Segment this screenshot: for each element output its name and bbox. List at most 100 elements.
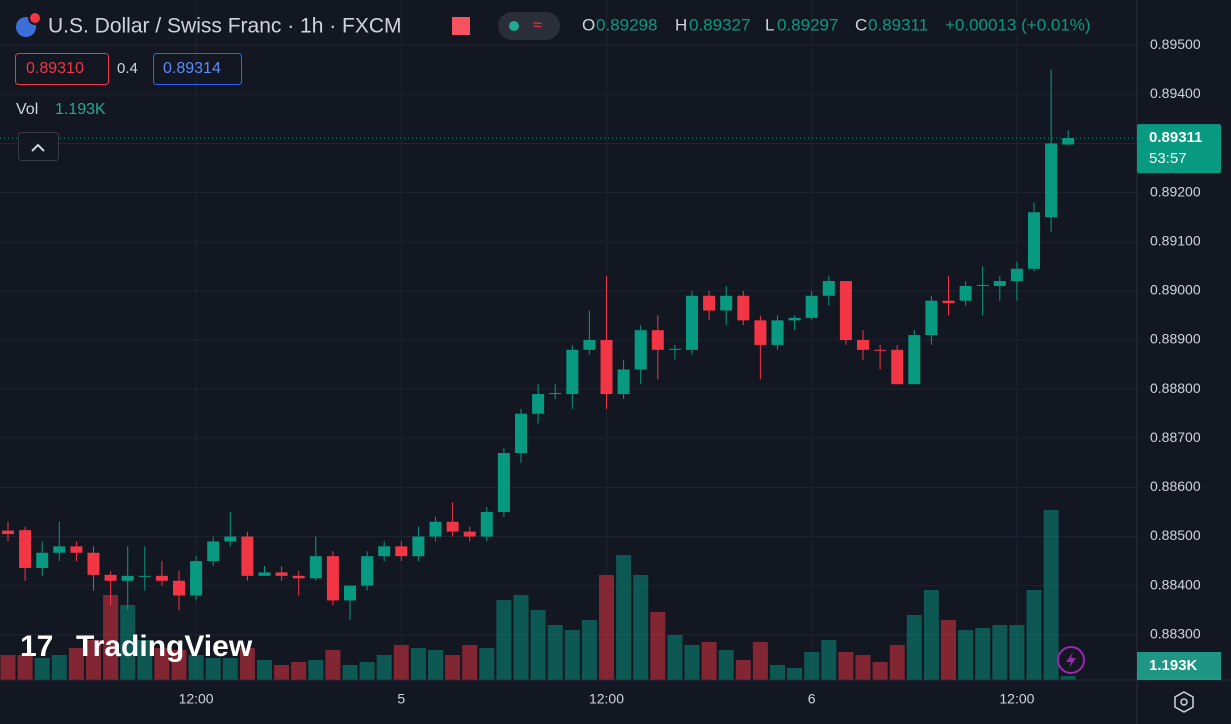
- volume-bar: [923, 590, 939, 680]
- candle-body: [908, 335, 921, 385]
- lightning-icon[interactable]: [1066, 652, 1076, 668]
- status-icon: ≈: [533, 17, 542, 34]
- candle-body: [959, 285, 972, 301]
- ohlc-value: 0.89311: [868, 15, 928, 34]
- y-tick-label: 0.89000: [1150, 282, 1201, 298]
- candle-body: [36, 552, 49, 568]
- candle-body: [480, 511, 493, 537]
- volume-bar: [291, 662, 307, 680]
- candle-body: [925, 300, 938, 336]
- candle-body: [463, 531, 476, 537]
- x-tick-label: 12:00: [999, 691, 1034, 707]
- brand-logo: 17: [20, 630, 53, 663]
- volume-bar: [479, 648, 495, 680]
- candle-body: [1062, 138, 1075, 145]
- volume-bar: [787, 668, 803, 680]
- volume-bar: [188, 655, 204, 680]
- candle-body: [515, 413, 527, 454]
- candle-body: [771, 320, 784, 345]
- candle-body: [275, 572, 288, 576]
- candle-body: [361, 556, 374, 586]
- volume-bar: [1043, 510, 1059, 680]
- lightning-button[interactable]: [1057, 646, 1085, 674]
- candle-body: [566, 349, 579, 395]
- candle-body: [617, 369, 630, 395]
- y-tick-label: 0.88400: [1150, 576, 1201, 592]
- candle-body: [634, 330, 647, 370]
- candle-body: [241, 536, 254, 576]
- status-pill: [498, 12, 560, 40]
- y-tick-label: 0.89500: [1150, 36, 1201, 52]
- y-tick-label: 0.88600: [1150, 478, 1201, 494]
- x-tick-label: 5: [397, 691, 405, 707]
- volume-bar: [171, 650, 187, 680]
- grid: [0, 0, 1137, 680]
- candle-body: [155, 575, 168, 581]
- candle-body: [686, 295, 698, 350]
- volume-bar: [103, 595, 119, 680]
- ohlc-label: H: [675, 15, 687, 34]
- y-tick-label: 0.88300: [1150, 626, 1201, 642]
- volume-bar: [752, 642, 768, 680]
- candle-body: [344, 585, 356, 601]
- bid-box[interactable]: [15, 53, 109, 85]
- settings-icon[interactable]: [1180, 698, 1188, 706]
- collapse-icon[interactable]: [31, 143, 45, 152]
- candle-body: [70, 546, 83, 553]
- bid[interactable]: 0.89310: [26, 60, 84, 77]
- candle-body: [173, 580, 185, 596]
- flag-icon: [452, 17, 470, 35]
- volume-bar: [68, 648, 84, 680]
- volume-bar: [120, 605, 136, 680]
- volume-bar: [513, 595, 529, 680]
- candle-body: [1045, 143, 1058, 218]
- volume-bar: [992, 625, 1008, 680]
- candle-body: [874, 349, 887, 351]
- volume-bar: [257, 660, 272, 680]
- candle-body: [121, 575, 134, 581]
- last-price-badge: [1137, 124, 1221, 174]
- candle-body: [378, 546, 391, 557]
- candle-body: [190, 561, 203, 596]
- volume-bar: [889, 645, 905, 680]
- candle-body: [87, 552, 100, 575]
- y-tick-label: 0.88500: [1150, 527, 1201, 543]
- volume-bar: [496, 600, 512, 680]
- volume-bar: [222, 658, 238, 680]
- candle-body: [720, 295, 733, 311]
- settings-icon[interactable]: [1174, 691, 1194, 713]
- candle-body: [839, 281, 852, 340]
- volume-bar: [462, 645, 478, 680]
- ask-box[interactable]: [153, 53, 242, 85]
- last-price: 0.89311: [1149, 129, 1202, 146]
- volume-bar: [325, 650, 341, 680]
- volume-bar: [154, 648, 170, 680]
- volume-bar: [616, 555, 632, 680]
- volume-bar: [86, 640, 101, 680]
- y-tick-label: 0.89200: [1150, 183, 1201, 199]
- candle-body: [754, 320, 767, 345]
- volume-bar: [1060, 676, 1076, 680]
- y-tick-label: 0.88700: [1150, 429, 1201, 445]
- candle-body: [532, 394, 545, 414]
- volume-bar: [274, 665, 290, 680]
- volume-bar: [633, 575, 649, 680]
- candle-body: [651, 330, 664, 350]
- ask[interactable]: 0.89314: [163, 60, 221, 77]
- volume-bar: [359, 662, 375, 680]
- candle-body: [668, 348, 681, 350]
- volume-bar: [821, 640, 837, 680]
- candle-body: [942, 300, 955, 304]
- candle-layer: [0, 69, 1137, 621]
- volume-bar: [855, 655, 871, 680]
- x-tick-label: 12:00: [179, 691, 214, 707]
- volume-bar: [34, 658, 50, 680]
- volume-bar: [137, 640, 153, 680]
- candle-body: [891, 349, 904, 385]
- axis-layer: 0.895000.894000.893000.892000.891000.890…: [179, 36, 1201, 707]
- candle-body: [549, 393, 562, 395]
- volume-bar: [872, 662, 888, 680]
- volume-bar: [239, 648, 255, 680]
- volume-bar: [342, 665, 358, 680]
- volume-title: Vol: [16, 101, 38, 118]
